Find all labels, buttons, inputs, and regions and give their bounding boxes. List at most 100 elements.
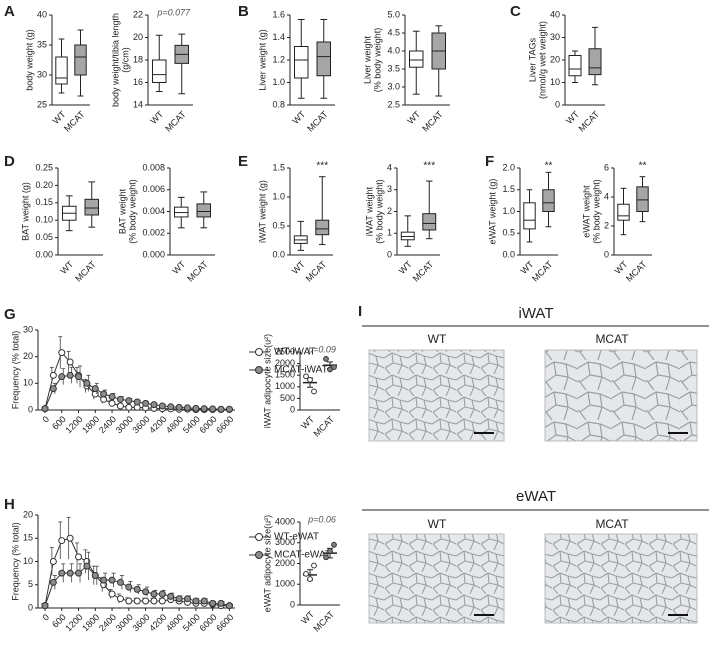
y-tick-label: 0 xyxy=(290,404,295,414)
data-point xyxy=(116,395,124,403)
y-tick-label: 0 xyxy=(290,599,295,609)
x-tick-label: 2400 xyxy=(97,612,118,633)
x-tick-label: 2400 xyxy=(97,414,118,435)
y-tick-label: 1.6 xyxy=(272,9,285,19)
y-tick-label: 0 xyxy=(555,99,560,109)
data-point xyxy=(323,554,329,561)
x-tick-label: 6600 xyxy=(214,414,235,435)
data-point xyxy=(116,578,124,586)
y-tick-label: 3.5 xyxy=(387,63,400,73)
data-point xyxy=(158,402,166,410)
legend-marker xyxy=(255,551,263,559)
data-point xyxy=(225,602,233,610)
image-label: WT xyxy=(428,517,447,531)
data-point xyxy=(311,388,317,395)
data-point xyxy=(116,402,124,410)
y-axis-label: iWAT weight (g) xyxy=(257,180,267,243)
y-tick-label: 0.006 xyxy=(142,184,165,194)
y-tick-label: 2.0 xyxy=(502,162,515,172)
y-axis-label: eWAT adipocyte size(u²) xyxy=(262,515,272,612)
box xyxy=(55,56,68,85)
legend-marker xyxy=(255,366,263,374)
y-tick-label: 1.0 xyxy=(272,191,285,201)
y-axis-label: eWAT weight (g) xyxy=(487,179,497,245)
data-point xyxy=(75,373,83,381)
data-point xyxy=(183,595,191,603)
data-point xyxy=(150,401,158,409)
data-point xyxy=(200,597,208,605)
y-tick-label: 16 xyxy=(133,77,143,87)
data-point xyxy=(217,405,225,413)
y-tick-label: 2 xyxy=(604,220,609,230)
y-axis-label: Liver weight (g) xyxy=(257,29,267,91)
micrograph xyxy=(544,349,698,442)
data-point xyxy=(327,548,333,554)
data-point xyxy=(66,534,74,542)
y-tick-label: 30 xyxy=(23,324,33,334)
data-point xyxy=(183,404,191,412)
data-point xyxy=(158,590,166,598)
y-tick-label: 1.5 xyxy=(272,162,285,172)
significance-label: p=0.077 xyxy=(156,7,191,17)
image-label: WT xyxy=(428,332,447,346)
panel-label: G xyxy=(4,306,16,323)
y-tick-label: 2000 xyxy=(275,358,295,368)
y-tick-label: 0.004 xyxy=(142,206,165,216)
x-tick-label: MCAT xyxy=(304,259,329,284)
x-tick-label: MCAT xyxy=(411,259,436,284)
data-point xyxy=(58,537,66,545)
image-label: MCAT xyxy=(595,332,629,346)
x-tick-label: WT xyxy=(290,259,307,276)
data-point xyxy=(217,599,225,607)
y-tick-label: 4 xyxy=(604,191,609,201)
y-tick-label: 20 xyxy=(133,32,143,42)
x-tick-label: 4800 xyxy=(164,612,185,633)
y-tick-label: 5.0 xyxy=(387,9,400,19)
box xyxy=(84,198,99,216)
data-point xyxy=(108,399,116,407)
y-tick-label: 4.0 xyxy=(387,45,400,55)
y-axis-label: iWAT weight xyxy=(364,186,374,236)
significance-label: p=0.06 xyxy=(307,514,336,524)
data-point xyxy=(150,590,158,598)
data-point xyxy=(108,393,116,401)
group-title: eWAT xyxy=(516,488,556,505)
y-axis-label: (nmol/g wet weight) xyxy=(537,21,547,99)
data-point xyxy=(49,385,57,393)
y-axis-label: (% body weight) xyxy=(591,179,601,244)
data-point xyxy=(331,541,337,548)
data-point xyxy=(133,597,141,605)
x-tick-label: 5400 xyxy=(181,414,202,435)
data-point xyxy=(133,585,141,593)
box xyxy=(523,202,536,230)
data-point xyxy=(41,405,49,413)
data-point xyxy=(125,597,133,605)
y-tick-label: 10 xyxy=(23,378,33,388)
x-tick-label: 4800 xyxy=(164,414,185,435)
x-tick-label: MCAT xyxy=(624,259,649,284)
panel-label: E xyxy=(238,153,248,170)
x-tick-label: 0 xyxy=(40,414,51,425)
data-point xyxy=(41,602,49,610)
x-tick-label: 6000 xyxy=(198,414,219,435)
y-tick-label: 20 xyxy=(550,54,560,64)
y-tick-label: 4000 xyxy=(275,516,295,526)
data-point xyxy=(125,397,133,405)
y-tick-label: 0 xyxy=(28,602,33,612)
y-tick-label: 0.05 xyxy=(35,232,53,242)
y-tick-label: 4 xyxy=(387,162,392,172)
x-tick-label: MCAT xyxy=(311,609,336,634)
y-tick-label: 0.00 xyxy=(35,249,53,259)
significance-label: *** xyxy=(316,161,328,172)
data-point xyxy=(303,373,309,380)
y-tick-label: 0.008 xyxy=(142,162,165,172)
data-point xyxy=(142,399,150,407)
y-tick-label: 2 xyxy=(387,206,392,216)
x-tick-label: MCAT xyxy=(420,109,445,134)
x-tick-label: 3000 xyxy=(114,414,135,435)
data-point xyxy=(100,576,108,584)
significance-label: p=0.09 xyxy=(307,344,336,354)
y-axis-label: body weight (g) xyxy=(24,29,34,91)
y-tick-label: 25 xyxy=(37,99,47,109)
